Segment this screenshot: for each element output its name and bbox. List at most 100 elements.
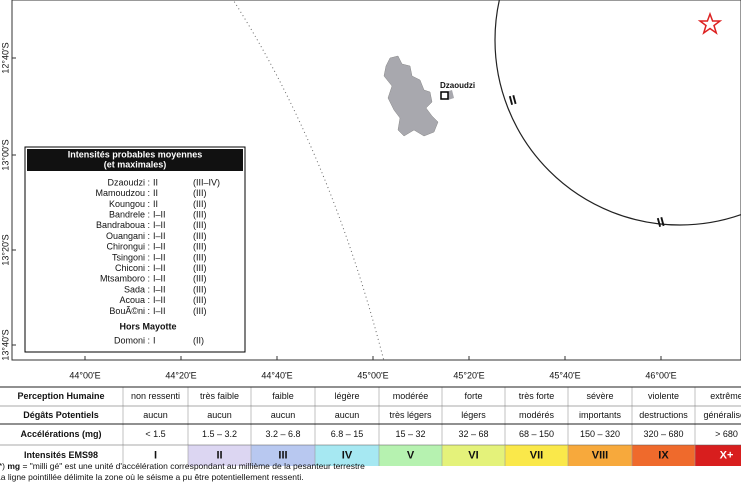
legend-title: (et maximales) [104, 159, 167, 169]
intensity-cell [568, 445, 632, 466]
legend-mean: I–II [153, 274, 166, 284]
lon-label: 45°20'E [453, 370, 484, 380]
legend-place: Mtsamboro : [100, 274, 150, 284]
table-cell: VI [468, 449, 478, 461]
legend-place: Sada : [124, 284, 150, 294]
legend-mean: I–II [153, 263, 166, 273]
legend-place: Domoni : [114, 335, 150, 345]
legend-place: Ouangani : [106, 231, 150, 241]
lon-label: 46°00'E [645, 370, 676, 380]
table-cell: modérée [393, 391, 429, 401]
row-label: Accélérations (mg) [20, 429, 101, 439]
footnote-part: (*) [0, 461, 7, 471]
intensity-cell [123, 445, 188, 466]
legend-place: Bandrele : [109, 209, 150, 219]
table-cell: 150 – 320 [580, 429, 620, 439]
table-cell: importants [579, 410, 622, 420]
table-cell: 68 – 150 [519, 429, 554, 439]
legend-mean: I–II [153, 209, 166, 219]
table-cell: > 680 [715, 429, 738, 439]
intensity-table: Perception Humaine non ressenti très faibl… [0, 386, 741, 466]
island [383, 55, 439, 137]
map-layer [232, 0, 741, 360]
intensity-cell [632, 445, 695, 466]
legend-mean: II [153, 177, 158, 187]
legend-max: (III) [193, 242, 207, 252]
table-cell: aucun [143, 410, 168, 420]
intensity-cell [251, 445, 315, 466]
legend-mean: I–II [153, 306, 166, 316]
table-cell: III [278, 449, 287, 461]
table-cell: modérés [519, 410, 555, 420]
epicenter [697, 11, 723, 35]
table-cell: légers [461, 410, 486, 420]
legend-max: (III) [193, 306, 207, 316]
intensity-cell [505, 445, 568, 466]
table-cell: IX [658, 449, 669, 461]
table-cell: aucun [271, 410, 296, 420]
legend-max: (III–IV) [193, 177, 220, 187]
table-cell: II [216, 449, 222, 461]
table-cell: destructions [639, 410, 688, 420]
legend-mean: I–II [153, 252, 166, 262]
table-cell: IV [342, 449, 353, 461]
table-cell: sévère [586, 391, 613, 401]
table-cell: généralisés [703, 410, 741, 420]
table-cell: aucun [207, 410, 232, 420]
table-cell: faible [272, 391, 294, 401]
legend-place: BouÃ©ni : [109, 306, 150, 316]
intensity-mark: II [655, 214, 666, 230]
table-cell: VIII [592, 449, 609, 461]
table-cell: V [407, 449, 415, 461]
footnote: (*) mg = "milli gé" est une unité d'accé… [0, 461, 365, 471]
legend-place: Koungou : [109, 199, 150, 209]
legend-max: (III) [193, 263, 207, 273]
intensity-isoline [494, 0, 741, 226]
table-cell: 6.8 – 15 [331, 429, 364, 439]
legend-max: (III) [193, 231, 207, 241]
table-cell: 320 – 680 [643, 429, 683, 439]
lon-label: 44°40'E [261, 370, 292, 380]
lat-label: 13°20'S [0, 234, 10, 265]
legend-mean: II [153, 199, 158, 209]
legend-mean: I–II [153, 220, 166, 230]
legend-place: Chirongui : [106, 242, 150, 252]
lon-label: 45°40'E [549, 370, 580, 380]
lon-label: 45°00'E [357, 370, 388, 380]
legend-max: (III) [193, 252, 207, 262]
table-cell: I [154, 449, 157, 461]
table-cell: < 1.5 [145, 429, 165, 439]
legend-title: Intensités probables moyennes [68, 149, 203, 159]
legend-mean: I [153, 335, 156, 345]
legend-mean: I–II [153, 295, 166, 305]
legend-place: Chiconi : [115, 263, 150, 273]
footnote-part: mg [7, 461, 20, 471]
legend-max: (III) [193, 220, 207, 230]
lon-label: 44°20'E [165, 370, 196, 380]
place-marker [440, 91, 449, 100]
legend-place: Bandraboua : [96, 220, 150, 230]
intensity-cell [379, 445, 442, 466]
place-label: Dzaoudzi [440, 81, 475, 90]
legend-mean: I–II [153, 242, 166, 252]
intensity-cell [315, 445, 379, 466]
legend-place: Mamoudzou : [95, 188, 150, 198]
legend-place: Acoua : [119, 295, 150, 305]
row-label: Dégâts Potentiels [23, 410, 99, 420]
row-label: Intensités EMS98 [24, 450, 98, 460]
table-cell: 32 – 68 [458, 429, 488, 439]
lon-label: 44°00'E [69, 370, 100, 380]
table-cell: X+ [720, 449, 734, 461]
table-cell: non ressenti [131, 391, 180, 401]
table-cell: 3.2 – 6.8 [265, 429, 300, 439]
felt-zone-line [232, 0, 385, 360]
table-cell: forte [464, 391, 482, 401]
table-cell: 1.5 – 3.2 [202, 429, 237, 439]
table-cell: violente [648, 391, 679, 401]
legend-max: (III) [193, 284, 207, 294]
lat-label: 13°40'S [0, 329, 10, 360]
row-label: Perception Humaine [17, 391, 104, 401]
footnote-part: = "milli gé" est une unité d'accélératio… [20, 461, 365, 471]
lat-label: 12°40'S [0, 42, 10, 73]
